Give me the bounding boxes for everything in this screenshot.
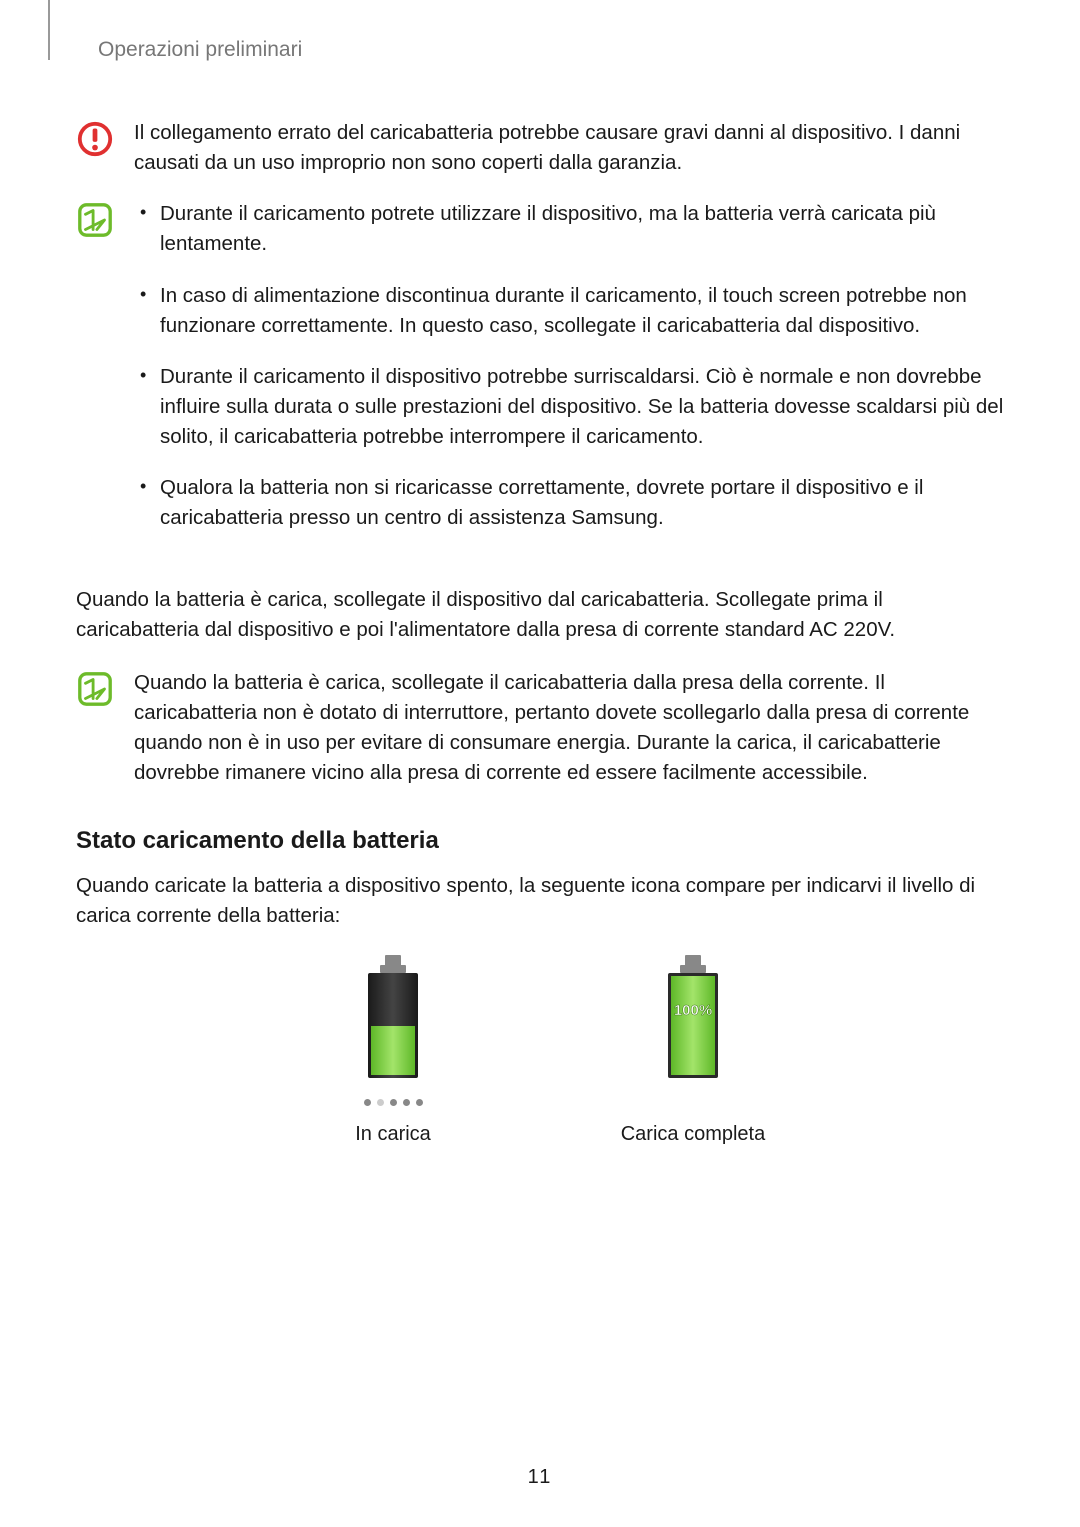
page-number: 11 [0, 1466, 1080, 1489]
charging-dots [364, 1099, 423, 1113]
dot [403, 1099, 410, 1106]
note-section-2: Quando la batteria è carica, scollegate … [76, 668, 1010, 787]
battery-full-label: Carica completa [621, 1123, 766, 1146]
note-bullet-list: Durante il caricamento potrete utilizzar… [134, 199, 1010, 532]
dot [364, 1099, 371, 1106]
list-item: Qualora la batteria non si ricaricasse c… [134, 473, 1010, 532]
list-item: In caso di alimentazione discontinua dur… [134, 281, 1010, 340]
note-section-1: Durante il caricamento potrete utilizzar… [76, 199, 1010, 554]
list-item: Durante il caricamento potrete utilizzar… [134, 199, 1010, 258]
page-header: Operazioni preliminari [98, 38, 1010, 62]
battery-full-text: 100% [674, 1002, 712, 1019]
list-item: Durante il caricamento il dispositivo po… [134, 362, 1010, 451]
sub-paragraph: Quando caricate la batteria a dispositiv… [76, 871, 1010, 930]
battery-charging-icon [358, 955, 428, 1085]
dot [377, 1099, 384, 1106]
battery-row: In carica 100% Carica completa [76, 955, 1010, 1146]
battery-charging-label: In carica [355, 1123, 431, 1146]
note-icon [76, 201, 114, 239]
dot [390, 1099, 397, 1106]
dot [416, 1099, 423, 1106]
battery-full-icon: 100% [658, 955, 728, 1085]
battery-charging: In carica [303, 955, 483, 1146]
warning-text: Il collegamento errato del caricabatteri… [134, 118, 1010, 177]
subheading: Stato caricamento della batteria [76, 827, 1010, 855]
note-icon [76, 670, 114, 708]
warning-icon [76, 120, 114, 158]
vertical-rule [48, 0, 50, 60]
warning-section: Il collegamento errato del caricabatteri… [76, 118, 1010, 177]
note-2-text: Quando la batteria è carica, scollegate … [134, 668, 1010, 787]
mid-paragraph: Quando la batteria è carica, scollegate … [76, 585, 1010, 644]
battery-full: 100% Carica completa [603, 955, 783, 1146]
